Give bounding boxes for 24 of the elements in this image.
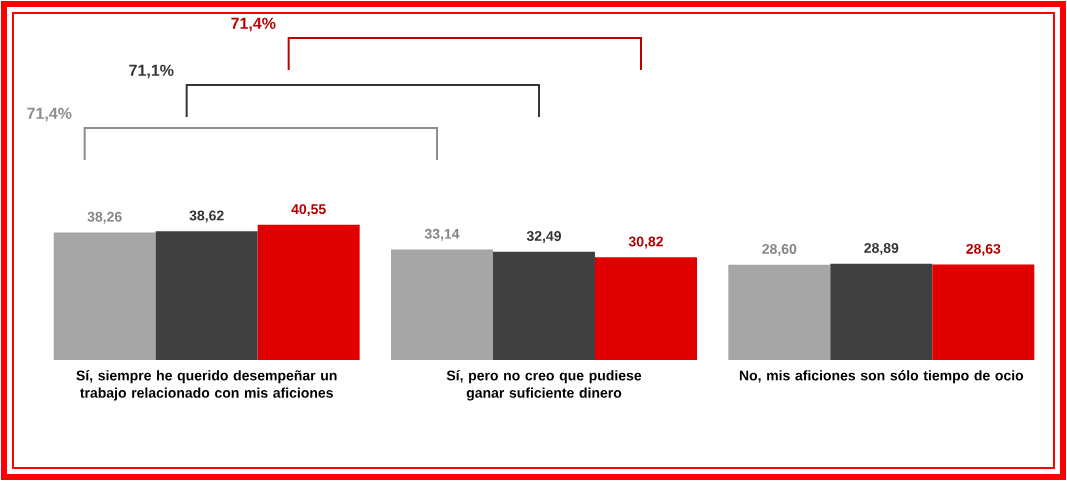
data-label: 28,63 — [966, 243, 1001, 256]
data-label: 33,14 — [424, 228, 460, 241]
bar — [830, 263, 933, 360]
bar — [155, 231, 258, 360]
data-label: 32,49 — [526, 231, 561, 243]
data-label: 30,82 — [628, 236, 663, 249]
bar — [493, 251, 595, 360]
bar — [257, 224, 360, 360]
data-label: 38,62 — [189, 210, 224, 223]
data-label: 40,55 — [291, 204, 326, 217]
bar — [391, 249, 493, 360]
bar — [595, 257, 697, 360]
data-label: 28,89 — [864, 243, 899, 255]
bar — [932, 264, 1035, 360]
data-label: 28,60 — [762, 243, 797, 256]
x-tick-label: Sí, pero no creo que pudiese ganar suficiente dinero — [446, 370, 642, 401]
x-tick-label: Sí, siempre he querido desempeñar un trabajo relacionado con mis aficiones — [76, 370, 337, 401]
bar — [728, 264, 831, 360]
bar — [53, 232, 156, 360]
text: 71,4% — [231, 17, 276, 32]
x-tick-label: No, mis aficiones son sólo tiempo de ocio — [739, 370, 1024, 384]
data-label: 38,26 — [87, 211, 122, 224]
text: 71,4% — [27, 107, 72, 122]
text: 71,1% — [129, 64, 174, 79]
